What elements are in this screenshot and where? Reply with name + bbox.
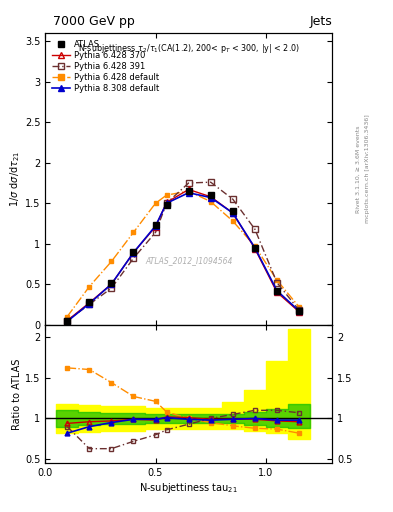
X-axis label: N-subjettiness tau$_{21}$: N-subjettiness tau$_{21}$ [139,481,238,495]
Text: N-subjettiness $\tau_2/\tau_1$(CA(1.2), 200< p$_T$ < 300, |y| < 2.0): N-subjettiness $\tau_2/\tau_1$(CA(1.2), … [78,42,299,55]
Legend: ATLAS, Pythia 6.428 370, Pythia 6.428 391, Pythia 6.428 default, Pythia 8.308 de: ATLAS, Pythia 6.428 370, Pythia 6.428 39… [50,37,161,96]
Text: 7000 GeV pp: 7000 GeV pp [53,15,135,28]
Text: Rivet 3.1.10, ≥ 3.6M events: Rivet 3.1.10, ≥ 3.6M events [356,125,361,212]
Text: ATLAS_2012_I1094564: ATLAS_2012_I1094564 [145,256,232,265]
Y-axis label: Ratio to ATLAS: Ratio to ATLAS [12,358,22,430]
Y-axis label: 1/$\sigma$ d$\sigma$/d$\tau_{21}$: 1/$\sigma$ d$\sigma$/d$\tau_{21}$ [8,151,22,207]
Text: Jets: Jets [309,15,332,28]
Text: mcplots.cern.ch [arXiv:1306.3436]: mcplots.cern.ch [arXiv:1306.3436] [365,115,371,223]
